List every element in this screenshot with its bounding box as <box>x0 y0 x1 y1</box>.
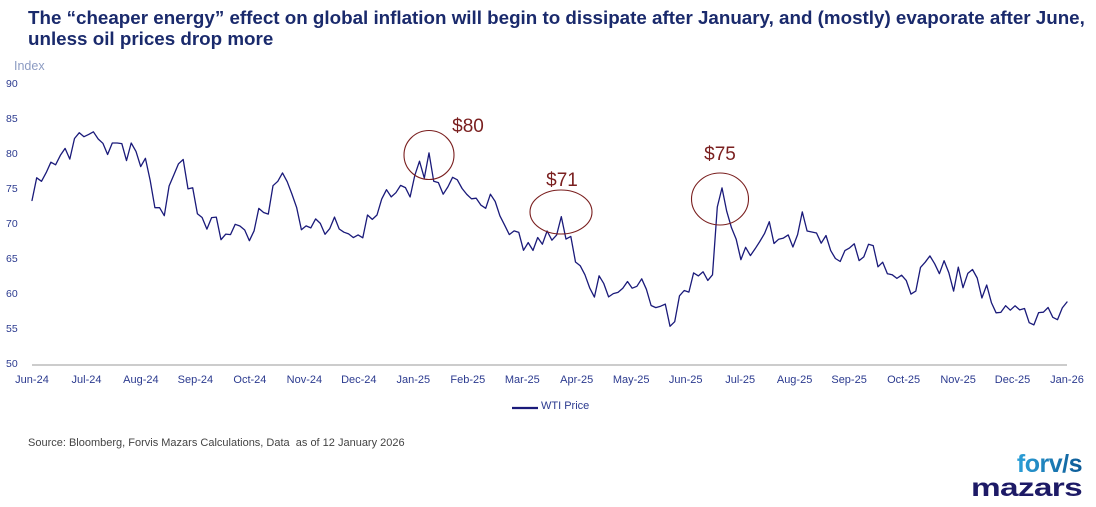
svg-text:mazars: mazars <box>971 474 1082 498</box>
